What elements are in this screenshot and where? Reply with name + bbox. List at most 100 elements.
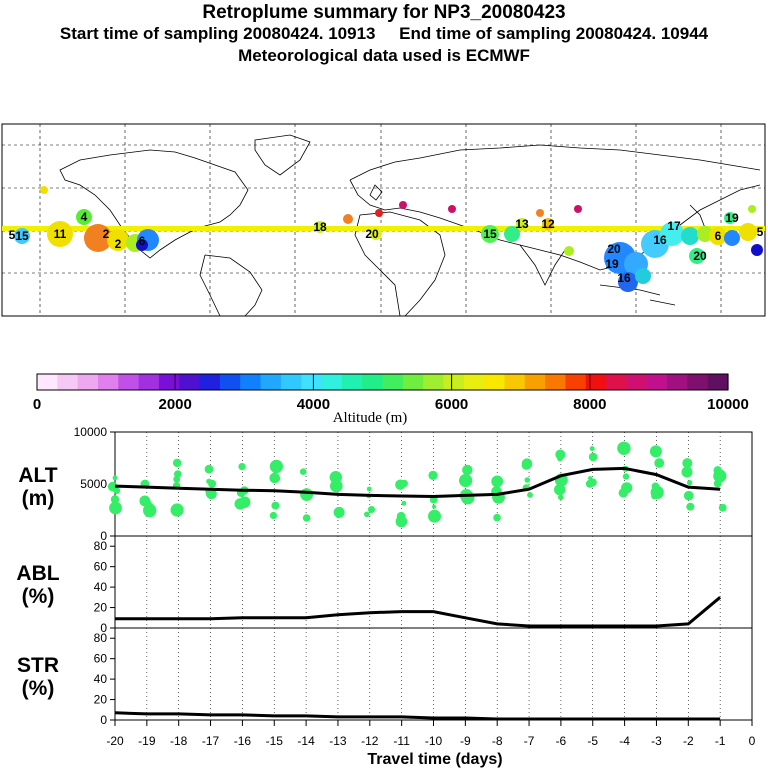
- coast-indonesia: [599, 284, 676, 306]
- altitude-point: [368, 506, 375, 513]
- altitude-point: [206, 478, 212, 484]
- colorbar-label: Altitude (m): [333, 410, 408, 426]
- altitude-point: [588, 452, 598, 462]
- plume-marker: [660, 222, 684, 246]
- altitude-point: [432, 504, 437, 509]
- altitude-point: [206, 488, 217, 500]
- coastlines: [59, 134, 761, 317]
- x-tick-label: -7: [524, 734, 535, 748]
- plume-marker: [448, 205, 456, 213]
- plume-marker: [689, 248, 705, 264]
- altitude-point: [428, 470, 438, 480]
- plume-marker: [84, 224, 112, 252]
- altitude-point: [686, 502, 695, 511]
- altitude-point: [204, 464, 214, 474]
- colorbar-cell: [565, 374, 587, 390]
- y-tick-label: 60: [94, 560, 108, 574]
- altitude-point: [491, 475, 504, 488]
- colorbar-cell: [606, 374, 627, 390]
- plume-marker: [748, 205, 756, 213]
- altitude-point: [269, 459, 283, 473]
- time-series-panels: 0500010000ALT(m)020406080ABL(%)020406080…: [16, 425, 753, 727]
- plume-marker: [618, 272, 638, 292]
- x-tick-label: -9: [460, 734, 471, 748]
- altitude-point: [109, 501, 122, 515]
- coast-eurasia: [349, 144, 761, 271]
- colorbar-cell: [260, 374, 282, 390]
- day-label: 4: [81, 210, 88, 224]
- colorbar-cell: [138, 374, 160, 390]
- altitude-point: [329, 471, 342, 484]
- altitude-point: [718, 503, 727, 512]
- day-label: 19: [605, 257, 619, 271]
- altitude-point: [395, 515, 408, 528]
- x-tick-label: -12: [361, 734, 379, 748]
- day-label: 11: [54, 227, 67, 241]
- plume-marker: [314, 221, 326, 233]
- x-tick-label: -17: [202, 734, 220, 748]
- altitude-point: [521, 460, 531, 470]
- plume-marker: [635, 268, 651, 284]
- day-label: 5: [757, 225, 764, 239]
- day-label: 16: [617, 271, 631, 285]
- altitude-point: [174, 470, 182, 478]
- altitude-point: [622, 473, 630, 480]
- plume-markers: [2, 186, 765, 292]
- day-label: 12: [541, 217, 555, 231]
- altitude-point: [395, 479, 406, 490]
- y-tick-label: 20: [94, 693, 108, 707]
- altitude-point: [585, 479, 594, 488]
- colorbar-cell: [585, 374, 607, 390]
- panel-str: 0 20 40 60 80 STR(%): [17, 627, 753, 727]
- y-tick-label: 5000: [80, 477, 107, 491]
- y-axis-unit: (m): [22, 487, 55, 510]
- altitude-point: [299, 468, 307, 476]
- x-tick-label: -4: [619, 734, 630, 748]
- altitude-point: [113, 487, 121, 495]
- altitude-point: [366, 486, 372, 492]
- plume-marker: [724, 212, 736, 224]
- day-label: 6: [139, 234, 146, 248]
- plume-marker: [370, 228, 382, 240]
- altitude-point: [618, 488, 628, 498]
- y-tick-label: 20: [94, 601, 108, 615]
- coast-greenland: [254, 134, 311, 176]
- y-tick-label: 80: [94, 539, 108, 553]
- x-tick-label: -19: [138, 734, 156, 748]
- day-label: 6: [715, 229, 722, 243]
- altitude-point: [170, 503, 184, 517]
- altitude-point: [330, 479, 343, 493]
- altitude-point: [524, 477, 531, 483]
- colorbar-cell: [341, 374, 363, 390]
- x-tick-label: -3: [651, 734, 662, 748]
- colorbar-cell: [382, 374, 404, 390]
- altitude-point: [649, 445, 662, 458]
- x-tick-label: -11: [393, 734, 410, 748]
- colorbar-cell: [545, 374, 567, 390]
- day-label: 19: [725, 211, 739, 225]
- x-tick-label: 0: [749, 734, 756, 748]
- colorbar-cell: [524, 374, 546, 390]
- altitude-point: [364, 511, 370, 518]
- x-tick-label: -8: [492, 734, 503, 748]
- panel-frame: [114, 627, 753, 721]
- coast-south-america: [199, 254, 263, 317]
- y-tick-label: 40: [94, 672, 108, 686]
- x-tick-label: -16: [234, 734, 252, 748]
- colorbar-cell: [219, 374, 241, 390]
- plume-marker: [76, 209, 92, 225]
- plume-marker: [47, 221, 73, 247]
- x-tick-label: -5: [587, 734, 598, 748]
- end-time-label: End time of sampling 20080424. 10944: [399, 24, 709, 43]
- x-axis-label: Travel time (days): [367, 751, 502, 768]
- colorbar-cell: [321, 374, 343, 390]
- altitude-point: [682, 458, 693, 469]
- colorbar-cell: [158, 374, 180, 390]
- altitude-point: [143, 499, 152, 508]
- met-data-label: Meteorological data used is ECMWF: [238, 46, 530, 65]
- coast-japan: [689, 204, 706, 229]
- colorbar-cell: [37, 374, 58, 390]
- altitude-point: [459, 473, 473, 488]
- y-axis-label: STR: [17, 654, 59, 677]
- altitude-point: [713, 466, 722, 475]
